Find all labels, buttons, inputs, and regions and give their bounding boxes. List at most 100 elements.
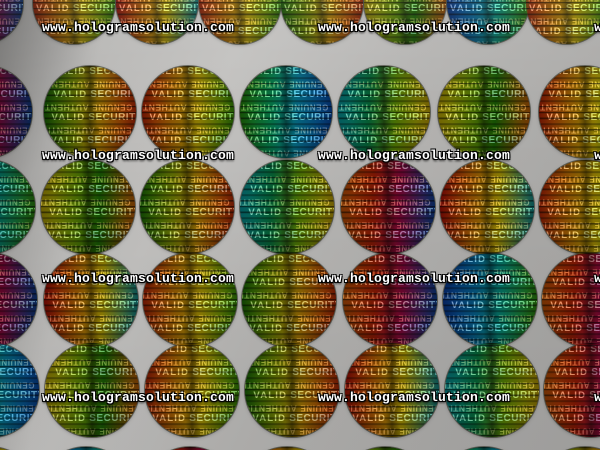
hologram-sticker: VALIDSECURITYGENUINEAUTHENTICVALIDSECURI… bbox=[526, 0, 600, 44]
watermark-row: www.hologramsolution.com www.hologramsolu… bbox=[42, 20, 600, 35]
watermark-url-text: www.hologramsolution.com bbox=[318, 390, 511, 405]
hologram-scanline-vignette bbox=[0, 0, 23, 44]
hologram-sticker: VALIDSECURITYGENUINEAUTHENTICVALIDSECURI… bbox=[145, 343, 239, 437]
hologram-sticker: VALIDSECURITYGENUINEAUTHENTICVALIDSECURI… bbox=[535, 447, 600, 450]
hologram-scanline-vignette bbox=[535, 447, 600, 450]
hologram-scanline-vignette bbox=[544, 343, 600, 437]
hologram-sticker: VALIDSECURITYGENUINEAUTHENTICVALIDSECURI… bbox=[44, 253, 138, 347]
hologram-scanline-vignette bbox=[0, 253, 37, 347]
hologram-sticker: VALIDSECURITYGENUINEAUTHENTICVALIDSECURI… bbox=[143, 253, 237, 347]
hologram-sticker: VALIDSECURITYGENUINEAUTHENTICVALIDSECURI… bbox=[539, 66, 600, 158]
hologram-sticker: VALIDSECURITYGENUINEAUTHENTICVALIDSECURI… bbox=[116, 0, 198, 44]
watermark-url-text: www.hologramsolution.com bbox=[594, 390, 600, 405]
hologram-scanline-vignette bbox=[0, 447, 40, 450]
hologram-scanline-vignette bbox=[364, 0, 446, 44]
hologram-sticker: VALIDSECURITYGENUINEAUTHENTICVALIDSECURI… bbox=[237, 447, 337, 450]
watermark-url-text: www.hologramsolution.com bbox=[594, 271, 600, 286]
watermark-row: www.hologramsolution.com www.hologramsolu… bbox=[42, 148, 600, 163]
hologram-scanline-vignette bbox=[242, 253, 336, 347]
hologram-scanline-vignette bbox=[0, 343, 39, 437]
hologram-scanline-vignette bbox=[447, 0, 529, 44]
hologram-sticker: VALIDSECURITYGENUINEAUTHENTICVALIDSECURI… bbox=[0, 253, 37, 347]
hologram-scanline-vignette bbox=[240, 66, 332, 158]
watermark-url-text: www.hologramsolution.com bbox=[318, 20, 511, 35]
hologram-sticker: VALIDSECURITYGENUINEAUTHENTICVALIDSECURI… bbox=[544, 343, 600, 437]
watermark-url-text: www.hologramsolution.com bbox=[318, 271, 511, 286]
hologram-sticker: VALIDSECURITYGENUINEAUTHENTICVALIDSECURI… bbox=[41, 160, 135, 254]
hologram-scanline-vignette bbox=[36, 447, 136, 450]
hologram-scanline-vignette bbox=[0, 160, 35, 254]
hologram-scanline-vignette bbox=[445, 343, 539, 437]
hologram-scanline-vignette bbox=[542, 253, 600, 347]
hologram-sticker: VALIDSECURITYGENUINEAUTHENTICVALIDSECURI… bbox=[447, 0, 529, 44]
hologram-sticker: VALIDSECURITYGENUINEAUTHENTICVALIDSECURI… bbox=[335, 447, 435, 450]
hologram-scanline-vignette bbox=[44, 253, 138, 347]
hologram-sticker: VALIDSECURITYGENUINEAUTHENTICVALIDSECURI… bbox=[338, 66, 430, 158]
hologram-scanline-vignette bbox=[539, 160, 600, 254]
hologram-scanline-vignette bbox=[145, 343, 239, 437]
hologram-sticker: VALIDSECURITYGENUINEAUTHENTICVALIDSECURI… bbox=[345, 343, 439, 437]
hologram-sticker: VALIDSECURITYGENUINEAUTHENTICVALIDSECURI… bbox=[434, 447, 534, 450]
hologram-scanline-vignette bbox=[335, 447, 435, 450]
hologram-sticker: VALIDSECURITYGENUINEAUTHENTICVALIDSECURI… bbox=[343, 253, 437, 347]
hologram-scanline-vignette bbox=[338, 66, 430, 158]
hologram-sticker: VALIDSECURITYGENUINEAUTHENTICVALIDSECURI… bbox=[281, 0, 363, 44]
hologram-sticker: VALIDSECURITYGENUINEAUTHENTICVALIDSECURI… bbox=[142, 66, 234, 158]
hologram-sticker: VALIDSECURITYGENUINEAUTHENTICVALIDSECURI… bbox=[33, 0, 115, 44]
hologram-scanline-vignette bbox=[281, 0, 363, 44]
hologram-scanline-vignette bbox=[142, 66, 234, 158]
hologram-scanline-vignette bbox=[199, 0, 281, 44]
hologram-scanline-vignette bbox=[438, 66, 530, 158]
hologram-sticker: VALIDSECURITYGENUINEAUTHENTICVALIDSECURI… bbox=[140, 160, 234, 254]
watermark-row: www.hologramsolution.com www.hologramsolu… bbox=[42, 390, 600, 405]
hologram-scanline-vignette bbox=[343, 253, 437, 347]
hologram-sticker: VALIDSECURITYGENUINEAUTHENTICVALIDSECURI… bbox=[539, 160, 600, 254]
watermark-url-text: www.hologramsolution.com bbox=[42, 148, 235, 163]
hologram-sticker: VALIDSECURITYGENUINEAUTHENTICVALIDSECURI… bbox=[44, 66, 136, 158]
hologram-sticker: VALIDSECURITYGENUINEAUTHENTICVALIDSECURI… bbox=[445, 343, 539, 437]
hologram-scanline-vignette bbox=[240, 160, 334, 254]
hologram-scanline-vignette bbox=[33, 0, 115, 44]
hologram-sticker: VALIDSECURITYGENUINEAUTHENTICVALIDSECURI… bbox=[364, 0, 446, 44]
hologram-scanline-vignette bbox=[140, 447, 240, 450]
hologram-scanline-vignette bbox=[116, 0, 198, 44]
watermark-url-text: www.hologramsolution.com bbox=[594, 20, 600, 35]
hologram-scanline-vignette bbox=[345, 343, 439, 437]
hologram-sticker: VALIDSECURITYGENUINEAUTHENTICVALIDSECURI… bbox=[45, 343, 139, 437]
hologram-scanline-vignette bbox=[45, 343, 139, 437]
hologram-sticker: VALIDSECURITYGENUINEAUTHENTICVALIDSECURI… bbox=[36, 447, 136, 450]
hologram-scanline-vignette bbox=[526, 0, 600, 44]
watermark-url-text: www.hologramsolution.com bbox=[42, 271, 235, 286]
hologram-sticker: VALIDSECURITYGENUINEAUTHENTICVALIDSECURI… bbox=[242, 253, 336, 347]
hologram-sticker: VALIDSECURITYGENUINEAUTHENTICVALIDSECURI… bbox=[0, 160, 35, 254]
hologram-sticker: VALIDSECURITYGENUINEAUTHENTICVALIDSECURI… bbox=[240, 160, 334, 254]
hologram-sticker: VALIDSECURITYGENUINEAUTHENTICVALIDSECURI… bbox=[0, 447, 40, 450]
watermark-url-text: www.hologramsolution.com bbox=[42, 390, 235, 405]
hologram-scanline-vignette bbox=[44, 66, 136, 158]
hologram-sticker: VALIDSECURITYGENUINEAUTHENTICVALIDSECURI… bbox=[341, 160, 435, 254]
watermark-row: www.hologramsolution.com www.hologramsolu… bbox=[42, 271, 600, 286]
watermark-url-text: www.hologramsolution.com bbox=[42, 20, 235, 35]
watermark-url-text: www.hologramsolution.com bbox=[594, 148, 600, 163]
hologram-scanline-vignette bbox=[245, 343, 339, 437]
hologram-scanline-vignette bbox=[41, 160, 135, 254]
hologram-sticker: VALIDSECURITYGENUINEAUTHENTICVALIDSECURI… bbox=[240, 66, 332, 158]
hologram-scanline-vignette bbox=[434, 447, 534, 450]
hologram-sticker: VALIDSECURITYGENUINEAUTHENTICVALIDSECURI… bbox=[440, 160, 534, 254]
hologram-scanline-vignette bbox=[143, 253, 237, 347]
hologram-scanline-vignette bbox=[443, 253, 537, 347]
hologram-scanline-vignette bbox=[140, 160, 234, 254]
hologram-scanline-vignette bbox=[341, 160, 435, 254]
hologram-sticker: VALIDSECURITYGENUINEAUTHENTICVALIDSECURI… bbox=[0, 343, 39, 437]
hologram-sticker: VALIDSECURITYGENUINEAUTHENTICVALIDSECURI… bbox=[245, 343, 339, 437]
hologram-sticker: VALIDSECURITYGENUINEAUTHENTICVALIDSECURI… bbox=[542, 253, 600, 347]
hologram-scanline-vignette bbox=[237, 447, 337, 450]
hologram-scanline-vignette bbox=[440, 160, 534, 254]
watermark-url-text: www.hologramsolution.com bbox=[318, 148, 511, 163]
hologram-scanline-vignette bbox=[0, 66, 32, 158]
hologram-sticker: VALIDSECURITYGENUINEAUTHENTICVALIDSECURI… bbox=[140, 447, 240, 450]
hologram-scanline-vignette bbox=[539, 66, 600, 158]
hologram-sticker: VALIDSECURITYGENUINEAUTHENTICVALIDSECURI… bbox=[199, 0, 281, 44]
hologram-sticker: VALIDSECURITYGENUINEAUTHENTICVALIDSECURI… bbox=[0, 0, 23, 44]
